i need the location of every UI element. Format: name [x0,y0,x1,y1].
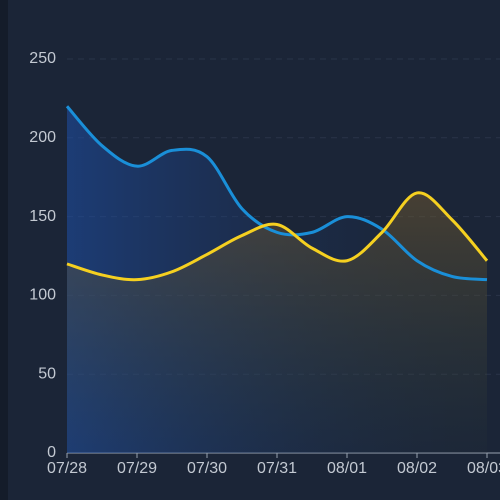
line [65,105,488,282]
x-tick-label: 08/01 [327,460,367,477]
y-tick-label: 100 [29,287,56,304]
line [66,191,489,282]
y-tick-label: 150 [29,208,56,225]
y-tick-label: 0 [47,444,56,461]
x-tick-label: 07/30 [187,460,227,477]
x-tick-label: 08/03 [467,460,500,477]
x-tick-label: 08/02 [397,460,437,477]
y-tick-label: 200 [29,129,56,146]
area [67,192,487,454]
y-tick-label: 50 [38,365,56,382]
x-tick-label: 07/28 [47,460,87,477]
side-strip [0,0,8,500]
x-tick-label: 07/31 [257,460,297,477]
x-tick-label: 07/29 [117,460,157,477]
y-tick-label: 250 [29,50,56,67]
